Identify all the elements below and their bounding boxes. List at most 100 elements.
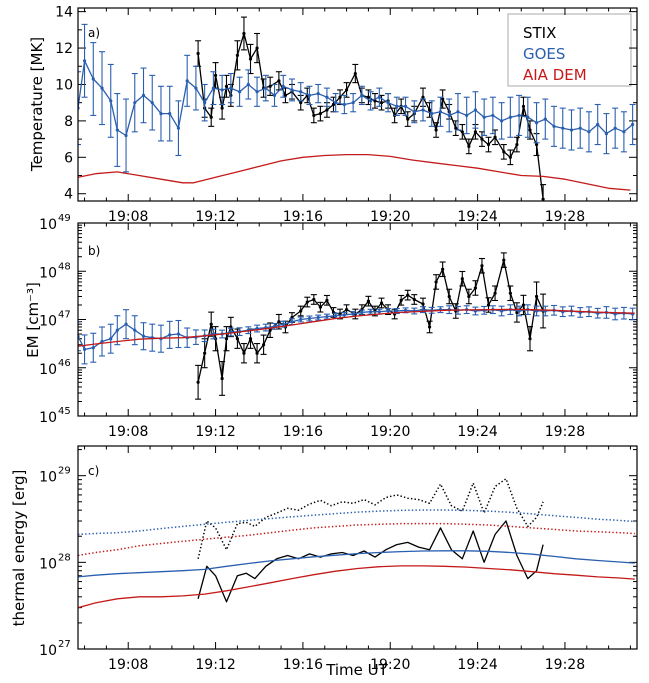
error-bar — [254, 32, 261, 64]
x-tick-label: 19:16 — [283, 424, 323, 440]
data-point — [360, 93, 364, 97]
series-line — [197, 478, 544, 559]
data-point — [613, 126, 617, 130]
error-bar — [192, 65, 199, 111]
error-bar — [365, 295, 372, 307]
error-bar — [208, 107, 215, 127]
data-point — [369, 310, 373, 314]
data-point — [211, 86, 215, 90]
data-point — [508, 155, 512, 159]
data-point — [325, 108, 329, 112]
x-ticks: 19:08 19:12 19:16 19:20 19:24 19:28 — [84, 223, 631, 440]
error-bar — [402, 96, 409, 116]
x-ticks: 19:08 19:12 19:16 19:20 19:24 19:28 — [84, 8, 631, 225]
data-point — [305, 300, 309, 304]
data-point — [526, 115, 530, 119]
panel-temperature: a) Temperature [MK] STIX GOES AIA DEM 19… — [28, 5, 638, 225]
data-point — [312, 113, 316, 118]
data-point — [508, 115, 512, 119]
data-point — [334, 101, 338, 105]
data-point — [456, 110, 460, 114]
x-tick-label: 19:12 — [195, 209, 235, 225]
error-bar — [166, 85, 173, 142]
error-bar — [492, 285, 499, 302]
error-bar — [332, 312, 339, 319]
data-point — [521, 104, 526, 108]
error-bar — [478, 257, 485, 274]
data-point — [242, 351, 246, 355]
data-point — [386, 101, 390, 105]
x-tick-label: 19:28 — [545, 424, 585, 440]
x-tick-label: 19:24 — [457, 424, 497, 440]
data-point — [517, 113, 521, 118]
data-point — [515, 142, 519, 147]
error-bar — [123, 98, 130, 173]
data-point — [508, 291, 512, 295]
error-bar — [465, 288, 472, 305]
data-point — [299, 90, 303, 94]
data-point — [493, 135, 497, 139]
data-point — [325, 95, 329, 99]
error-bar — [485, 297, 492, 313]
error-bar — [533, 102, 540, 144]
data-point — [421, 108, 425, 112]
error-bar — [90, 42, 97, 116]
data-point — [427, 325, 432, 329]
error-bar — [297, 316, 304, 323]
data-point — [100, 86, 104, 90]
y-tick-label: 10 — [39, 265, 57, 281]
x-tick-label: 19:08 — [108, 424, 148, 440]
data-point — [427, 108, 432, 112]
y-tick-label: 6 — [64, 150, 73, 166]
error-bar — [516, 94, 523, 137]
error-bar — [446, 98, 453, 133]
panel-frame — [77, 7, 638, 202]
error-bar — [99, 326, 106, 357]
x-tick-label: 19:16 — [283, 209, 323, 225]
data-point — [299, 317, 303, 322]
data-point — [268, 328, 272, 332]
error-bar — [245, 69, 252, 100]
data-point — [325, 314, 329, 319]
data-point — [480, 264, 484, 268]
data-point — [316, 315, 320, 320]
error-bar — [463, 96, 470, 135]
error-bar — [184, 54, 191, 107]
series-aia-dem — [78, 565, 635, 609]
data-point — [412, 110, 416, 114]
data-point — [124, 133, 128, 138]
error-bar — [620, 111, 627, 153]
error-bar — [603, 113, 610, 155]
data-point — [109, 337, 113, 341]
error-bar — [398, 294, 405, 306]
error-bar — [81, 23, 88, 98]
error-bar — [236, 76, 243, 107]
data-point — [502, 150, 506, 154]
legend-entry-stix: STIX — [523, 24, 556, 42]
data-point — [421, 302, 425, 306]
error-bar — [393, 96, 400, 116]
data-point — [115, 128, 119, 132]
data-point — [220, 376, 224, 381]
error-bar — [594, 103, 601, 146]
data-point — [351, 312, 355, 316]
data-point — [91, 346, 95, 350]
series-aia-dem-dotted — [78, 522, 635, 557]
data-point — [486, 142, 491, 147]
data-point — [534, 121, 539, 125]
data-point — [430, 112, 434, 116]
y-tick-label: 10 — [39, 470, 57, 486]
error-bar — [337, 89, 344, 106]
error-bar — [310, 294, 317, 305]
data-point — [569, 128, 574, 132]
error-bar — [433, 274, 440, 290]
error-bar — [262, 74, 269, 102]
data-point — [248, 57, 253, 61]
data-point — [552, 124, 556, 128]
panel-frame — [77, 222, 638, 417]
panel-label: a) — [88, 26, 100, 40]
data-point — [412, 297, 416, 302]
data-point — [203, 101, 207, 105]
data-point — [561, 126, 565, 130]
